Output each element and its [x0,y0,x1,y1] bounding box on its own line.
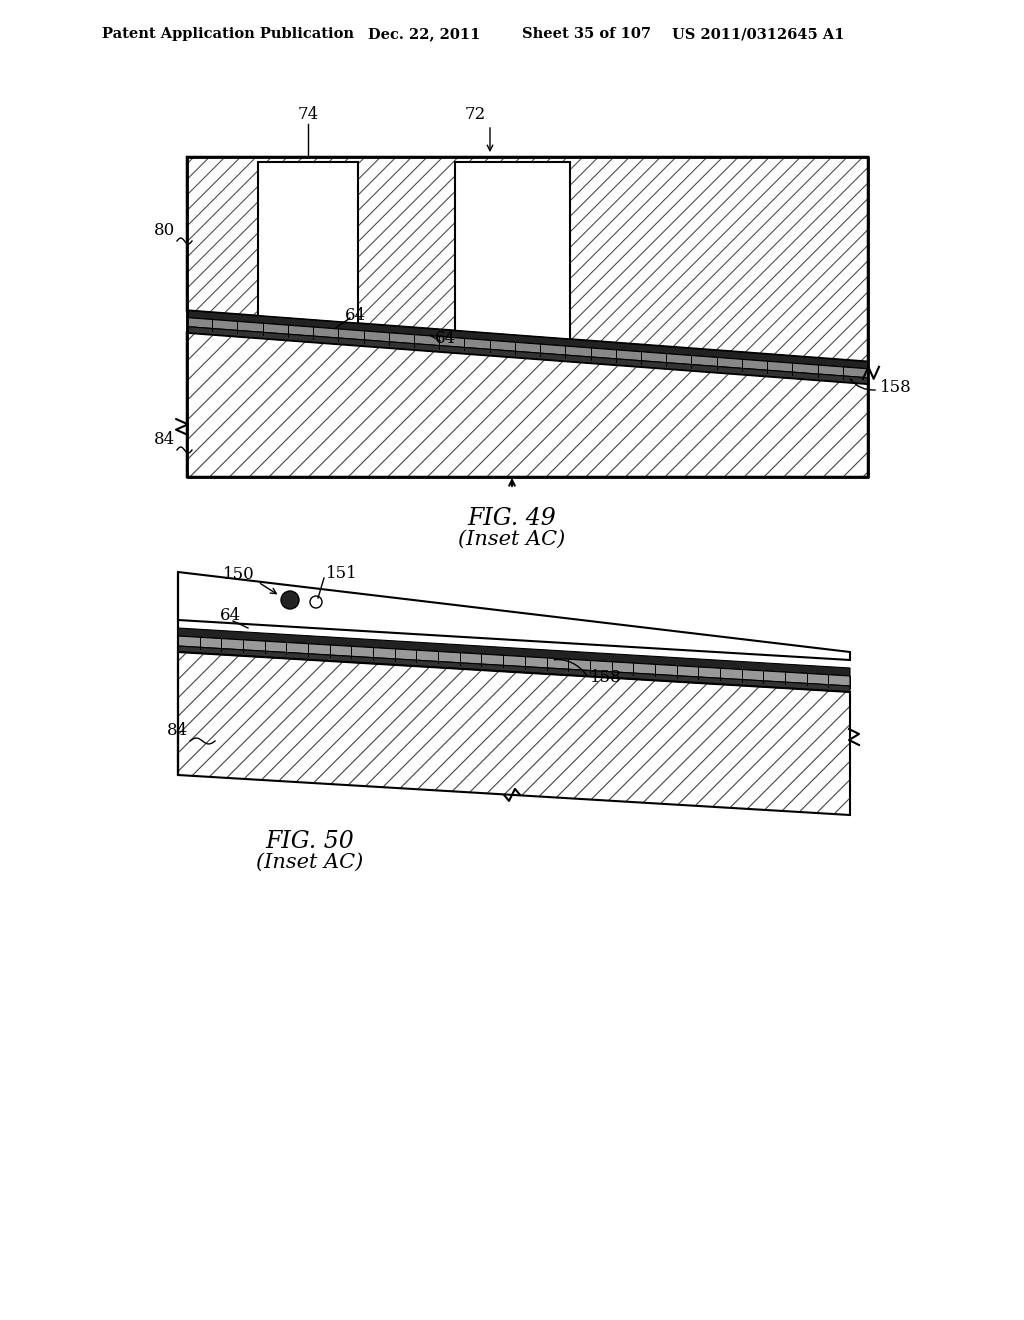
Polygon shape [455,162,570,339]
FancyArrowPatch shape [554,659,587,675]
Circle shape [281,591,299,609]
Text: 64: 64 [345,308,367,323]
FancyArrowPatch shape [851,379,876,389]
Text: (Inset AC): (Inset AC) [256,853,364,873]
Text: Patent Application Publication: Patent Application Publication [102,26,354,41]
Polygon shape [258,162,358,323]
Polygon shape [187,310,868,368]
Text: Dec. 22, 2011: Dec. 22, 2011 [368,26,480,41]
Text: 84: 84 [167,722,188,739]
Text: Sheet 35 of 107: Sheet 35 of 107 [522,26,651,41]
Text: 80: 80 [154,222,175,239]
Circle shape [310,597,322,609]
Polygon shape [178,628,850,676]
Text: 64: 64 [220,607,241,624]
Text: (Inset AC): (Inset AC) [459,531,565,549]
Text: 158: 158 [590,669,622,686]
Text: 84: 84 [154,432,175,447]
Text: FIG. 50: FIG. 50 [265,830,354,853]
Polygon shape [178,572,850,660]
Polygon shape [178,645,850,692]
Text: 158: 158 [880,379,911,396]
Text: 72: 72 [464,106,485,123]
Text: 74: 74 [297,106,318,123]
Text: US 2011/0312645 A1: US 2011/0312645 A1 [672,26,845,41]
Text: 64: 64 [435,330,456,347]
Text: 150: 150 [223,566,255,583]
Polygon shape [187,318,868,378]
Text: FIG. 49: FIG. 49 [468,507,556,531]
Polygon shape [178,636,850,686]
Text: 151: 151 [326,565,357,582]
Polygon shape [187,326,868,384]
